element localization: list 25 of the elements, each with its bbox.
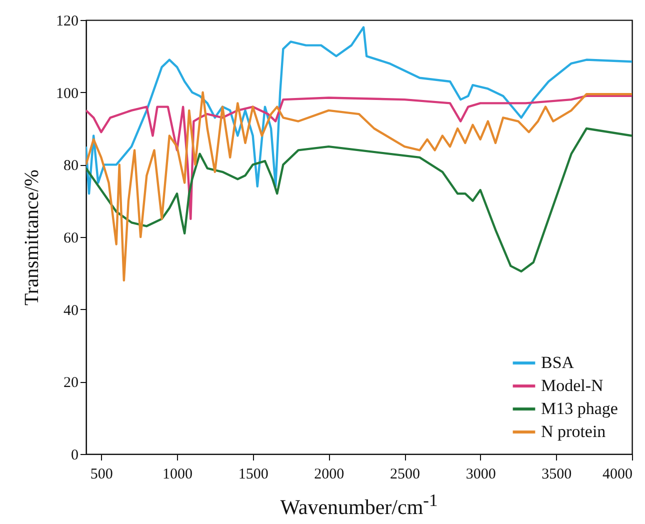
y-tick-label: 120 (56, 14, 78, 30)
line-series (86, 127, 632, 272)
y-tick-label: 100 (56, 86, 78, 102)
x-tick-label: 3500 (542, 466, 572, 482)
y-tick-label: 20 (64, 375, 78, 392)
legend-label: Model-N (541, 376, 604, 395)
y-tick-label: 80 (64, 158, 78, 174)
line-series (86, 94, 632, 220)
x-axis-title: Wavenumber/cm$^{-1}$ (279, 490, 439, 520)
line-series (86, 91, 632, 282)
legend-label: BSA (541, 353, 575, 372)
y-tick-label: 0 (71, 448, 78, 464)
x-tick-label: 1000 (162, 466, 192, 482)
x-tick-label: 3000 (466, 466, 496, 482)
x-tick-label: 1500 (238, 466, 268, 482)
legend-label: M13 phage (541, 399, 618, 418)
y-tick-label: 60 (64, 230, 78, 246)
line-series (86, 26, 632, 195)
x-tick-label: 2500 (390, 466, 420, 482)
x-tick-label: 500 (90, 466, 113, 482)
y-axis-title: Transmittance/% (21, 170, 43, 306)
x-tick-label: 4000 (602, 466, 632, 482)
y-tick-label: 40 (64, 302, 78, 319)
x-tick-label: 2000 (314, 466, 344, 482)
legend-label: N protein (541, 422, 606, 441)
